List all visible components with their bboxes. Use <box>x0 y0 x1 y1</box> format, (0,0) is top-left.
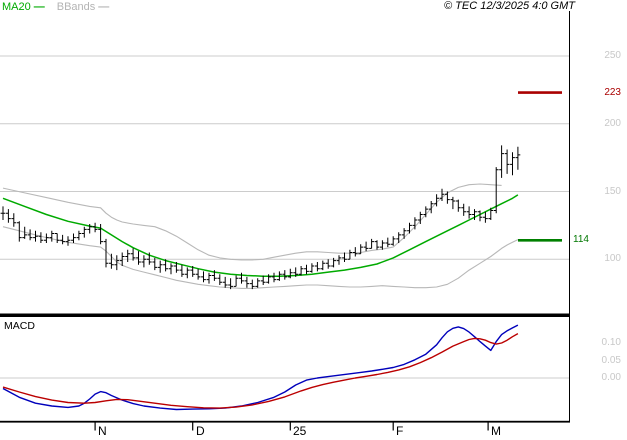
macd-panel-label: MACD <box>4 320 35 332</box>
legend-bbands-label: BBands <box>56 1 96 13</box>
macd-axis-label-010: 0.10 <box>601 337 621 348</box>
candlestick-series <box>0 145 521 290</box>
support-level-label: 114 <box>573 234 589 245</box>
copyright-text: © TEC 12/3/2025 4:0 GMT <box>444 0 575 12</box>
x-axis-label-march: M <box>491 424 501 438</box>
gridlines <box>0 55 570 379</box>
bbands-line-swatch: — <box>98 1 110 13</box>
x-axis-label-2025: 25 <box>293 424 307 438</box>
x-axis-label-november: N <box>98 424 107 438</box>
macd-signal-line <box>2 332 519 409</box>
chart-frame <box>0 11 570 431</box>
macd-axis-label-000: 0.00 <box>601 372 621 383</box>
price-axis-label-250: 250 <box>604 50 621 61</box>
legend-ma20-label: MA20 <box>2 1 31 13</box>
x-axis-label-february: F <box>396 424 404 438</box>
legend: MA20— BBands — <box>2 1 109 13</box>
x-axis-label-december: D <box>196 424 205 438</box>
price-axis-label-150: 150 <box>604 186 621 197</box>
bollinger-lower-band <box>2 226 519 289</box>
price-axis-label-100: 100 <box>604 253 621 264</box>
resistance-level-label: 223 <box>604 87 621 98</box>
bollinger-upper-band <box>2 183 502 261</box>
ma20-line-swatch: — <box>33 1 45 13</box>
ma20-line <box>2 194 519 277</box>
macd-macd-line <box>2 324 519 411</box>
price-axis-label-200: 200 <box>604 118 621 129</box>
macd-axis-label-005: 0.05 <box>601 355 621 366</box>
